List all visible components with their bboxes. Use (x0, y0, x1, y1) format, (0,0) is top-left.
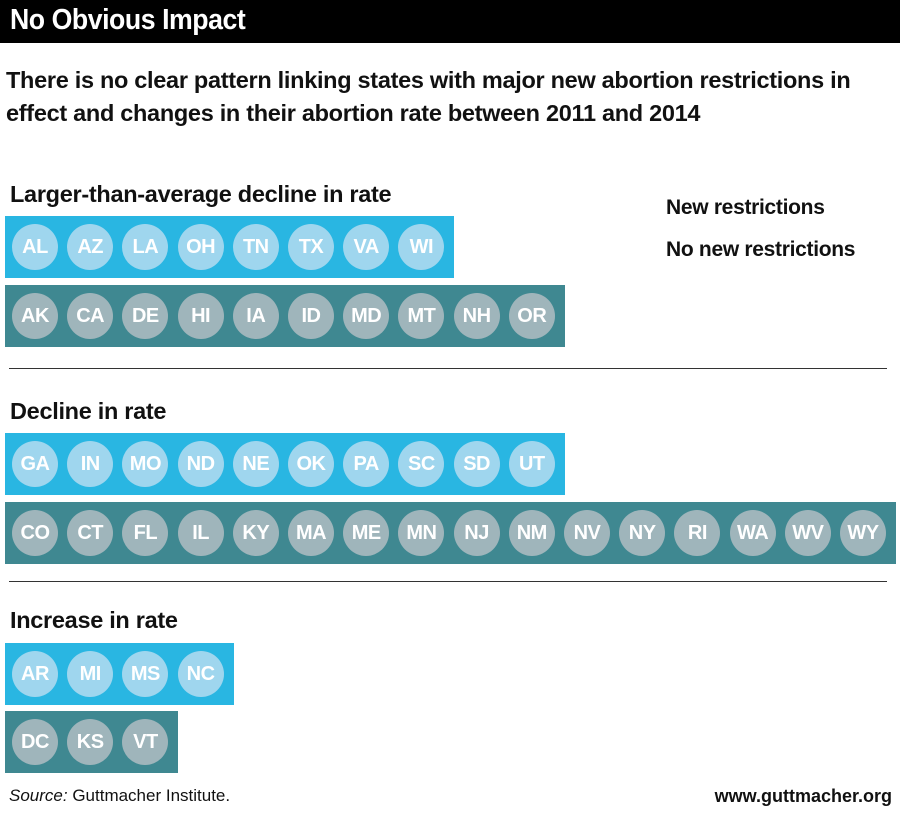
state-chip-va: VA (343, 224, 390, 270)
state-chip-hi: HI (177, 293, 224, 339)
website-url: www.guttmacher.org (714, 786, 892, 806)
state-chip-co: CO (12, 510, 58, 556)
state-chip-dc: DC (12, 719, 58, 765)
state-chip-sc: SC (398, 441, 445, 487)
state-chip-ma: MA (288, 510, 334, 556)
state-chip-nj: NJ (453, 510, 500, 556)
divider (9, 368, 887, 369)
group-label-increase: Increase in rate (10, 607, 178, 633)
bar-decline-no-new: CO CT FL IL KY MA ME MN NJ NM NV NY RI WA WV WY (5, 502, 896, 564)
state-chip-vt: VT (122, 719, 169, 765)
state-chip-or: OR (508, 293, 555, 339)
group-label-larger-decline: Larger-than-average decline in rate (10, 181, 392, 207)
state-chip-sd: SD (453, 441, 500, 487)
state-chip-me: ME (343, 510, 390, 556)
group-label-decline: Decline in rate (10, 398, 167, 424)
state-chip-wy: WY (840, 510, 886, 556)
bar-increase-no-new: DC KS VT (5, 711, 179, 773)
state-chip-ms: MS (122, 651, 169, 697)
state-chip-az: AZ (67, 224, 114, 270)
state-chip-ks: KS (67, 719, 114, 765)
legend-label-new: New restrictions (666, 196, 825, 219)
state-chip-la: LA (122, 224, 169, 270)
state-chip-ca: CA (67, 293, 114, 339)
state-chip-tx: TX (288, 224, 334, 270)
state-chip-nm: NM (508, 510, 555, 556)
source-text: Guttmacher Institute. (67, 786, 231, 805)
state-chip-nd: ND (177, 441, 224, 487)
state-chip-il: IL (177, 510, 224, 556)
state-chip-ne: NE (232, 441, 279, 487)
divider (9, 581, 887, 582)
state-chip-in: IN (67, 441, 114, 487)
state-chip-mi: MI (67, 651, 114, 697)
state-chip-ny: NY (619, 510, 666, 556)
state-chip-ky: KY (232, 510, 279, 556)
state-chip-ar: AR (12, 651, 58, 697)
chart-subtitle: There is no clear pattern linking states… (6, 67, 851, 126)
legend-swatch-none (614, 236, 658, 266)
state-chip-oh: OH (177, 224, 224, 270)
title-bar: No Obvious Impact (0, 0, 900, 43)
state-chip-ut: UT (508, 441, 555, 487)
state-chip-pa: PA (343, 441, 390, 487)
state-chip-mn: MN (398, 510, 445, 556)
state-chip-ct: CT (67, 510, 114, 556)
state-chip-fl: FL (122, 510, 169, 556)
bar-larger-decline-no-new: AK CA DE HI IA ID MD MT NH OR (5, 285, 565, 347)
state-chip-mt: MT (398, 293, 445, 339)
state-chip-wa: WA (729, 510, 776, 556)
source-note: Source: Guttmacher Institute. (9, 786, 230, 806)
state-chip-ri: RI (674, 510, 721, 556)
bar-decline-new: GA IN MO ND NE OK PA SC SD UT (5, 433, 565, 495)
state-chip-de: DE (122, 293, 169, 339)
state-chip-ga: GA (12, 441, 58, 487)
bar-larger-decline-new: AL AZ LA OH TN TX VA WI (5, 216, 455, 278)
state-chip-mo: MO (122, 441, 169, 487)
state-chip-nh: NH (453, 293, 500, 339)
state-chip-nc: NC (177, 651, 224, 697)
state-chip-id: ID (288, 293, 334, 339)
state-chip-ok: OK (288, 441, 334, 487)
state-chip-al: AL (12, 224, 58, 270)
state-chip-wi: WI (398, 224, 445, 270)
legend-label-none: No new restrictions (666, 238, 856, 261)
state-chip-md: MD (343, 293, 390, 339)
state-chip-wv: WV (784, 510, 831, 556)
legend-swatch-new (614, 195, 658, 225)
chart-title: No Obvious Impact (10, 4, 246, 36)
state-chip-nv: NV (564, 510, 610, 556)
state-chip-ia: IA (232, 293, 279, 339)
source-prefix: Source: (9, 786, 68, 805)
state-chip-ak: AK (12, 293, 58, 339)
bar-increase-new: AR MI MS NC (5, 643, 234, 705)
state-chip-tn: TN (232, 224, 279, 270)
